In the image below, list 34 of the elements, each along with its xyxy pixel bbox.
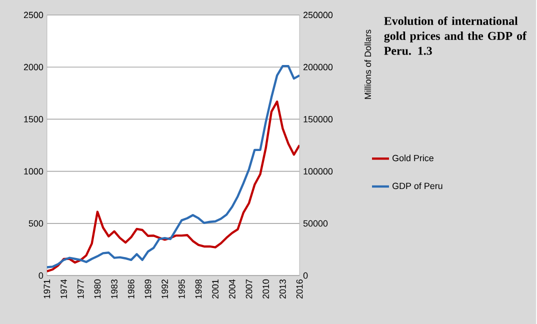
x-tick-label: 1995 xyxy=(178,279,185,298)
y2-tick-label: 50000 xyxy=(303,220,328,226)
line-series xyxy=(46,100,300,272)
legend-label: GDP of Peru xyxy=(392,182,442,189)
x-tick-label: 2001 xyxy=(212,279,219,298)
y2-tick-label: 100000 xyxy=(304,168,333,174)
x-tick-label: 2004 xyxy=(228,279,236,298)
x-tick-label: 1989 xyxy=(144,279,152,298)
line-series xyxy=(46,64,300,268)
x-tick-label: 2016 xyxy=(296,279,303,298)
y-tick-label: 2500 xyxy=(24,12,44,18)
y2-axis-title: Millions of Dollars xyxy=(364,30,372,99)
y-tick-label: 1000 xyxy=(24,168,44,174)
text: Evolution of international gold prices and the GDP of Peru. 1.3 xyxy=(384,16,527,55)
y2-tick-label: 250000 xyxy=(303,12,333,18)
y-tick-label: 0 xyxy=(38,272,44,279)
x-tick-label: 1977 xyxy=(77,279,84,298)
x-tick-label: 1983 xyxy=(111,279,118,298)
y-tick-label: 1500 xyxy=(24,116,44,122)
legend-label: Gold Price xyxy=(392,154,434,162)
y-tick-label: 500 xyxy=(28,220,44,226)
x-tick-label: 1998 xyxy=(195,279,202,298)
y2-tick-label: 200000 xyxy=(303,64,333,70)
x-tick-label: 2010 xyxy=(262,279,270,298)
x-tick-label: 1986 xyxy=(128,279,134,298)
x-tick-label: 1974 xyxy=(60,279,67,298)
x-tick-label: 1980 xyxy=(94,279,101,298)
x-tick-label: 2007 xyxy=(246,279,252,298)
y-tick-label: 2000 xyxy=(24,64,44,70)
y2-tick-label: 150000 xyxy=(304,116,333,122)
x-tick-label: 1971 xyxy=(44,279,50,298)
x-tick-label: 2013 xyxy=(280,279,286,298)
y2-tick-label: 0 xyxy=(303,272,308,279)
x-tick-label: 1992 xyxy=(162,279,168,298)
